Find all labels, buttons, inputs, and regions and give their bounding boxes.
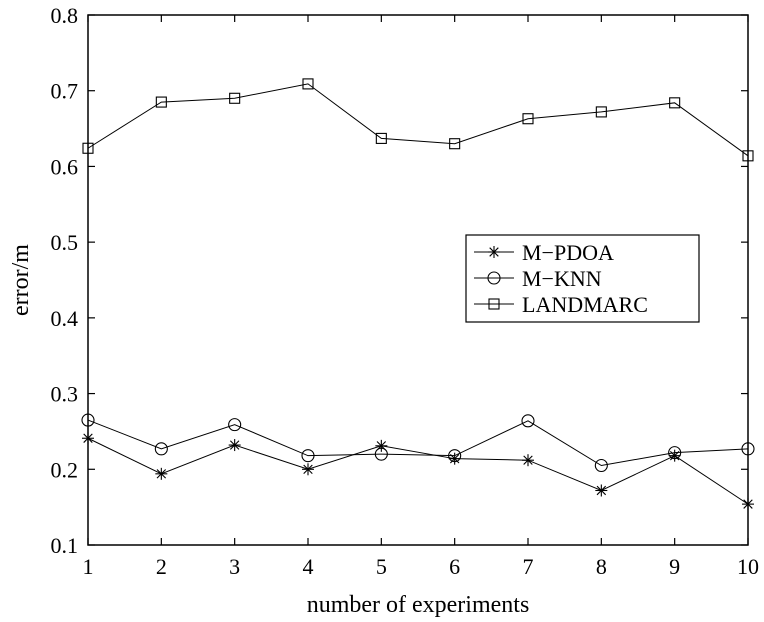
- data-point: [228, 418, 242, 432]
- data-point: [228, 439, 241, 452]
- data-point: [154, 442, 168, 456]
- series-line: [87, 437, 749, 505]
- data-point: [669, 97, 681, 109]
- x-tick-label: 7: [523, 554, 534, 579]
- y-tick-label: 0.1: [51, 533, 79, 558]
- y-tick-label: 0.2: [51, 457, 79, 482]
- x-tick-label: 2: [156, 554, 167, 579]
- series-line: [87, 83, 749, 157]
- y-tick-label: 0.7: [51, 79, 79, 104]
- data-point: [522, 113, 534, 125]
- x-tick-label: 3: [229, 554, 240, 579]
- data-point: [595, 484, 608, 497]
- data-point: [594, 458, 608, 473]
- x-tick-label: 5: [376, 554, 387, 579]
- series-line: [87, 419, 749, 467]
- x-tick-label: 10: [737, 554, 759, 579]
- x-tick-label: 9: [669, 554, 680, 579]
- series-circle: [81, 413, 755, 473]
- legend-label: M−PDOA: [522, 240, 614, 265]
- legend-entry: LANDMARC: [474, 292, 648, 317]
- data-point: [668, 449, 681, 462]
- legend-marker: [487, 271, 501, 285]
- data-point: [302, 463, 314, 476]
- legend-label: LANDMARC: [522, 292, 648, 317]
- legend-marker: [488, 298, 500, 310]
- plot-frame: [87, 14, 749, 546]
- legend-label: M−KNN: [522, 266, 602, 291]
- y-tick-label: 0.8: [51, 3, 79, 28]
- data-point: [448, 449, 462, 463]
- data-point: [374, 447, 388, 461]
- y-axis-label: error/m: [8, 244, 34, 316]
- y-tick-label: 0.3: [51, 382, 79, 407]
- axis-ticks: 1 2 3 4 5 6 7 8 9 10 0.1 0.2 0.3 0.4 0.5 0.6 0.7 0.8: [51, 3, 760, 579]
- series-asterisk: [82, 432, 754, 511]
- data-point: [595, 106, 607, 118]
- x-tick-label: 1: [83, 554, 94, 579]
- data-point: [448, 452, 461, 465]
- x-axis-label: number of experiments: [307, 592, 530, 618]
- data-point: [375, 132, 387, 144]
- legend-entry: M−PDOA: [474, 240, 614, 265]
- legend-marker: [488, 246, 500, 258]
- data-point: [668, 446, 682, 460]
- data-point: [521, 414, 535, 428]
- data-point: [155, 467, 168, 480]
- data-point: [155, 96, 167, 108]
- y-tick-label: 0.4: [51, 306, 79, 331]
- data-point: [302, 78, 314, 90]
- y-tick-label: 0.6: [51, 154, 79, 179]
- x-tick-label: 4: [303, 554, 314, 579]
- data-point: [449, 138, 461, 150]
- y-tick-label: 0.5: [51, 230, 79, 255]
- data-point: [229, 92, 241, 104]
- data-point: [522, 454, 534, 467]
- series-square: [82, 78, 754, 162]
- data-point: [301, 449, 315, 463]
- legend-entry: M−KNN: [474, 266, 602, 291]
- x-tick-label: 8: [596, 554, 607, 579]
- x-tick-label: 6: [449, 554, 460, 579]
